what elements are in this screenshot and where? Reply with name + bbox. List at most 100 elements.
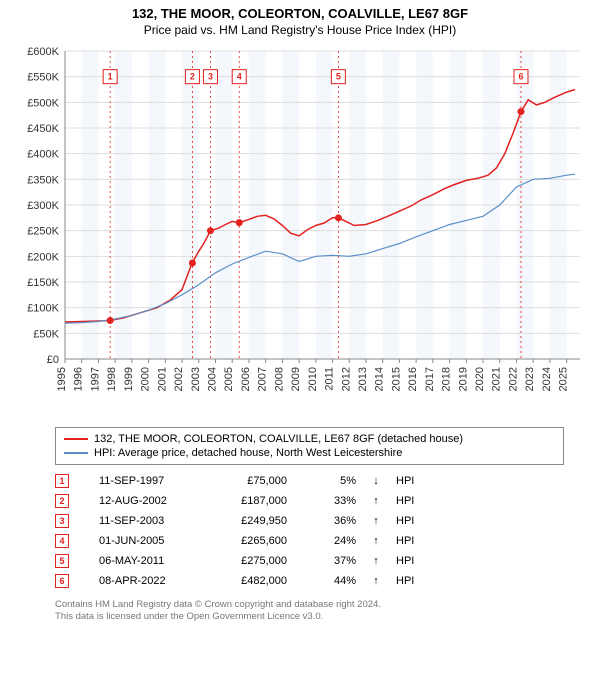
svg-text:1996: 1996 [73,367,85,391]
chart-svg: £0 £50K £100K £150K £200K £250K £300K £350K £400… [10,41,590,421]
svg-text:2010: 2010 [307,367,319,391]
tx-price: £249,950 [207,515,287,527]
svg-text:2018: 2018 [441,367,453,391]
price-chart: £0 £50K £100K £150K £200K £250K £300K £350K £400… [10,41,590,421]
svg-text:1995: 1995 [56,367,68,391]
svg-text:3: 3 [208,72,213,82]
legend-swatch [64,438,88,440]
tx-hpi-label: HPI [396,475,426,487]
svg-text:£150K: £150K [27,277,59,289]
tx-hpi-label: HPI [396,495,426,507]
table-row: 401-JUN-2005£265,60024%↑HPI [55,531,564,551]
arrow-icon: ↑ [370,535,382,547]
svg-text:2025: 2025 [558,367,570,391]
tx-marker: 4 [55,534,69,548]
tx-date: 11-SEP-1997 [83,475,193,487]
legend-row: HPI: Average price, detached house, Nort… [64,446,555,460]
svg-text:2002: 2002 [173,367,185,391]
svg-text:2019: 2019 [457,367,469,391]
svg-text:£450K: £450K [27,123,59,135]
tx-marker: 5 [55,554,69,568]
svg-text:£400K: £400K [27,149,59,161]
svg-text:2011: 2011 [324,367,336,391]
transactions-table: 1 11-SEP-1997 £75,000 5% ↓ HPI 2 12-AUG-2002 £18… [55,471,564,591]
tx-marker: 2 [55,494,69,508]
svg-text:2022: 2022 [507,367,519,391]
legend: 132, THE MOOR, COLEORTON, COALVILLE, LE6… [55,427,564,465]
tx-price: £482,000 [207,575,287,587]
svg-text:2: 2 [190,72,195,82]
tx-marker: 1 [55,474,69,488]
tx-date: 12-AUG-2002 [83,495,193,507]
table-row: 608-APR-2022£482,00044%↑HPI [55,571,564,591]
svg-text:2007: 2007 [257,367,269,391]
arrow-icon: ↑ [370,575,382,587]
tx-delta: 36% [301,515,356,527]
tx-marker: 3 [55,514,69,528]
svg-text:£0: £0 [47,354,59,366]
svg-text:£350K: £350K [27,174,59,186]
table-row: 506-MAY-2011£275,00037%↑HPI [55,551,564,571]
svg-text:2000: 2000 [140,367,152,391]
tx-hpi-label: HPI [396,555,426,567]
svg-text:1998: 1998 [106,367,118,391]
svg-text:£550K: £550K [27,72,59,84]
legend-swatch [64,452,88,454]
svg-text:2015: 2015 [390,367,402,391]
svg-text:2024: 2024 [541,367,553,391]
svg-text:2013: 2013 [357,367,369,391]
svg-text:2016: 2016 [407,367,419,391]
svg-text:2017: 2017 [424,367,436,391]
svg-text:2005: 2005 [223,367,235,391]
footer-line2: This data is licensed under the Open Gov… [55,611,564,623]
svg-text:£200K: £200K [27,251,59,263]
tx-date: 11-SEP-2003 [83,515,193,527]
legend-row: 132, THE MOOR, COLEORTON, COALVILLE, LE6… [64,432,555,446]
svg-text:£100K: £100K [27,303,59,315]
arrow-icon: ↑ [370,495,382,507]
svg-text:£300K: £300K [27,200,59,212]
page-title: 132, THE MOOR, COLEORTON, COALVILLE, LE6… [0,0,600,21]
svg-text:4: 4 [237,72,242,82]
table-row: 1 11-SEP-1997 £75,000 5% ↓ HPI [55,471,564,491]
tx-delta: 33% [301,495,356,507]
tx-delta: 37% [301,555,356,567]
svg-text:2009: 2009 [290,367,302,391]
svg-text:1: 1 [108,72,113,82]
table-row: 3 11-SEP-2003 £249,950 36% ↑ HPI [55,511,564,531]
table-row: 2 12-AUG-2002 £187,000 33% ↑ HPI [55,491,564,511]
svg-text:£500K: £500K [27,97,59,109]
svg-text:1999: 1999 [123,367,135,391]
svg-text:2020: 2020 [474,367,486,391]
svg-text:2014: 2014 [374,367,386,391]
tx-price: £275,000 [207,555,287,567]
svg-text:2012: 2012 [340,367,352,391]
svg-text:1997: 1997 [89,367,101,391]
tx-hpi-label: HPI [396,535,426,547]
svg-text:2003: 2003 [190,367,202,391]
tx-price: £75,000 [207,475,287,487]
page-subtitle: Price paid vs. HM Land Registry's House … [0,21,600,41]
tx-date: 01-JUN-2005 [83,535,193,547]
tx-delta: 44% [301,575,356,587]
svg-text:£250K: £250K [27,226,59,238]
svg-text:2006: 2006 [240,367,252,391]
tx-hpi-label: HPI [396,515,426,527]
svg-text:6: 6 [518,72,523,82]
svg-text:2021: 2021 [491,367,503,391]
svg-text:£50K: £50K [33,328,59,340]
arrow-icon: ↓ [370,475,382,487]
tx-price: £265,600 [207,535,287,547]
footer-attribution: Contains HM Land Registry data © Crown c… [55,599,564,624]
legend-label: HPI: Average price, detached house, Nort… [94,447,402,459]
tx-delta: 5% [301,475,356,487]
tx-price: £187,000 [207,495,287,507]
svg-text:£600K: £600K [27,46,59,58]
legend-label: 132, THE MOOR, COLEORTON, COALVILLE, LE6… [94,433,463,445]
svg-text:2023: 2023 [524,367,536,391]
svg-text:2008: 2008 [273,367,285,391]
svg-text:2004: 2004 [206,367,218,391]
svg-text:2001: 2001 [156,367,168,391]
svg-text:5: 5 [336,72,341,82]
arrow-icon: ↑ [370,515,382,527]
